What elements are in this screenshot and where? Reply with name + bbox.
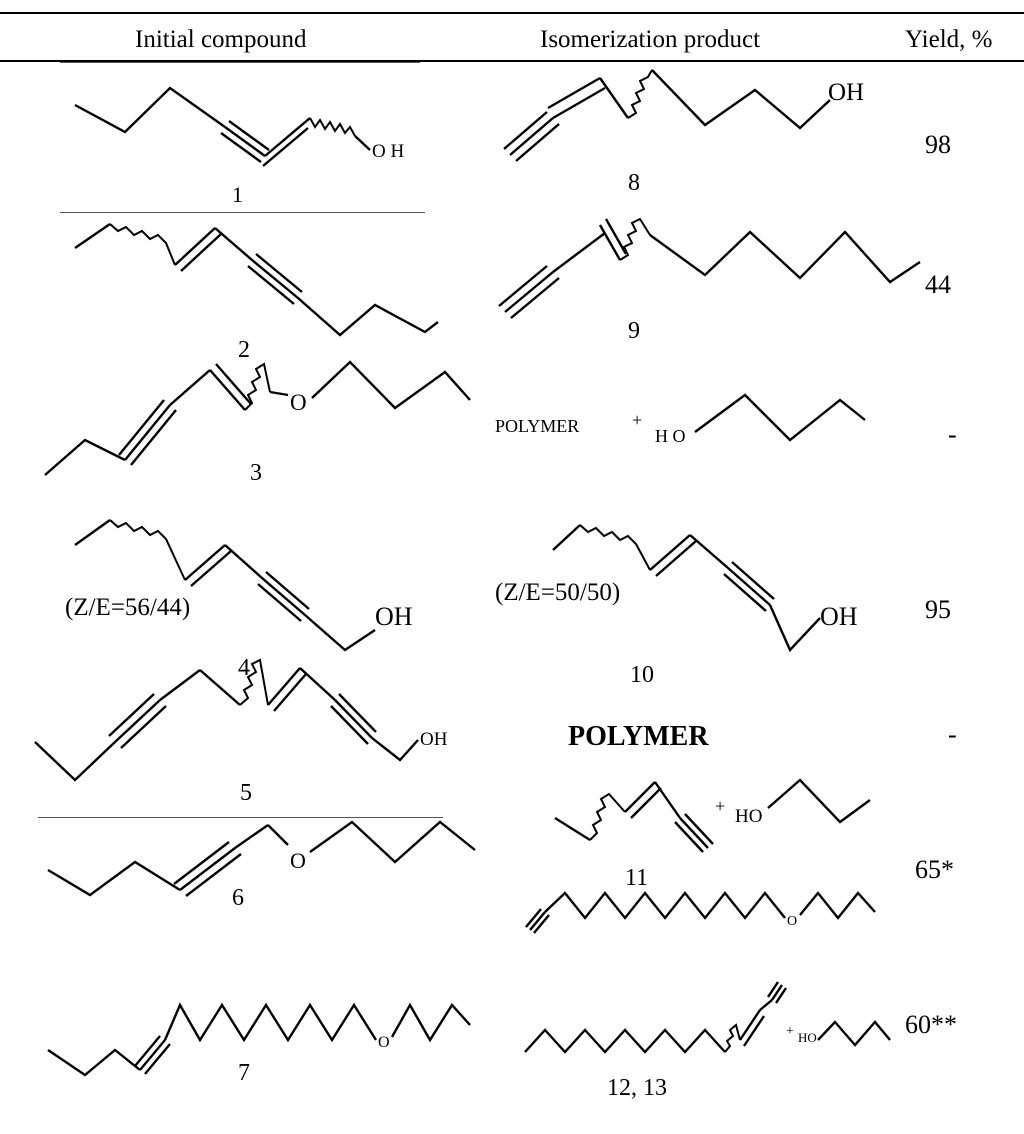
compound-5-label: 5 [240, 780, 252, 806]
product-10-ratio: (Z/E=50/50) [495, 579, 620, 606]
compound-2-label: 2 [238, 337, 250, 363]
product-10-group: OH [820, 602, 858, 631]
structure-compound-7: O 7 [47, 1002, 471, 1086]
header-isomerization-product: Isomerization product [540, 26, 761, 53]
structure-product-12-13: O + HO 12, 13 [524, 891, 891, 1101]
product-8-label: 8 [628, 170, 640, 196]
compound-6-group: O [290, 848, 306, 873]
product-9-label: 9 [628, 318, 640, 344]
product-8-group: OH [828, 79, 864, 106]
compound-3-label: 3 [250, 460, 262, 486]
product-11-group: HO [735, 806, 762, 827]
structure-compound-1: O H 1 [74, 86, 404, 207]
yield-row-5: - [948, 720, 957, 749]
header-yield: Yield, % [905, 26, 993, 53]
structure-compound-3: O 3 [44, 360, 471, 486]
compound-1-label: 1 [232, 182, 243, 207]
product-11-label: 11 [625, 865, 648, 891]
product-row3-label: POLYMER [495, 416, 579, 436]
compound-7-label: 7 [238, 1060, 250, 1086]
compound-4-ratio: (Z/E=56/44) [65, 594, 190, 621]
compound-1-group: O H [372, 141, 404, 162]
yield-row-3: - [948, 420, 957, 449]
row-rule-1 [60, 62, 420, 63]
product-row5-label: POLYMER [568, 721, 709, 752]
product-12-13-label: 12, 13 [607, 1075, 667, 1101]
product-10-label: 10 [630, 662, 654, 688]
structure-compound-6: O 6 [47, 820, 476, 911]
compound-6-label: 6 [232, 885, 244, 911]
row-rule-2 [60, 212, 425, 213]
product-12-group: O [787, 914, 797, 929]
row-rule-3 [38, 817, 443, 818]
header-initial-compound: Initial compound [135, 26, 307, 53]
yield-row-1: 98 [925, 130, 951, 159]
yield-row-7: 60** [905, 1010, 957, 1039]
header-rule [0, 60, 1024, 62]
yield-row-4: 95 [925, 595, 951, 624]
structure-product-10: (Z/E=50/50) OH 10 [495, 524, 858, 688]
yield-row-2: 44 [925, 270, 951, 299]
product-13-group: HO [798, 1030, 817, 1045]
product-13-plus: + [786, 1024, 794, 1039]
structure-product-8: OH 8 [503, 69, 864, 196]
compound-4-label: 4 [238, 655, 250, 681]
compound-7-group: O [378, 1034, 390, 1051]
structure-compound-2: 2 [74, 223, 439, 363]
structure-product-11: + HO 11 [554, 778, 871, 891]
product-row3-group: H O [655, 426, 686, 446]
structure-product-row3: POLYMER + H O [495, 393, 866, 446]
top-rule [0, 12, 1024, 14]
structure-compound-5: OH 5 [34, 658, 448, 806]
yield-row-6: 65* [915, 855, 954, 884]
structure-compound-4: (Z/E=56/44) OH 4 [65, 519, 413, 681]
compound-5-group: OH [420, 729, 448, 750]
product-11-plus: + [715, 796, 725, 816]
product-row3-plus: + [632, 410, 642, 430]
compound-4-group: OH [375, 602, 413, 631]
compound-3-group: O [290, 390, 307, 415]
structure-product-9: 9 [498, 217, 921, 344]
